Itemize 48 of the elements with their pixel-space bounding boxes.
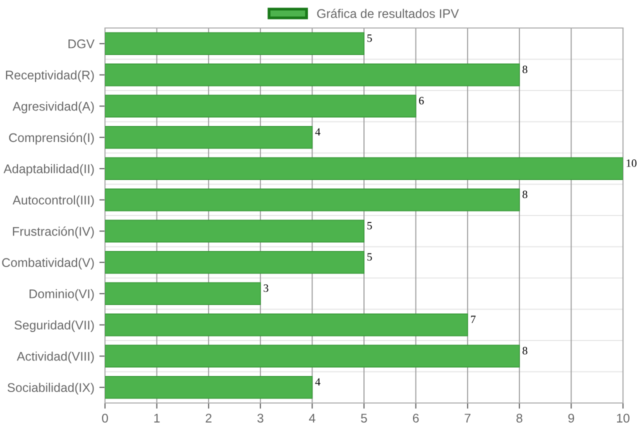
- x-tick-label: 6: [412, 414, 419, 423]
- bar: [105, 376, 313, 399]
- data-label: 5: [367, 222, 372, 230]
- data-label: 10: [626, 159, 636, 167]
- y-tick-label: Seguridad(VII): [14, 320, 94, 332]
- bar: [105, 220, 364, 242]
- x-tick-label: 5: [361, 414, 367, 423]
- y-tick-label: DGV: [68, 39, 95, 48]
- x-tick-label: 4: [309, 414, 316, 422]
- legend-label: Gráfica de resultados IPV: [317, 8, 459, 18]
- data-label: 8: [522, 190, 528, 198]
- data-label: 8: [522, 346, 528, 354]
- data-label: 3: [264, 284, 268, 292]
- bar: [105, 188, 520, 212]
- bar: [105, 344, 520, 368]
- bar: [105, 32, 364, 55]
- data-label: 4: [315, 378, 320, 386]
- x-tick-label: 2: [206, 414, 212, 422]
- y-tick-label: Frustración(IV): [12, 226, 94, 238]
- y-tick-label: Comprensión(I): [9, 132, 94, 145]
- x-tick-label: 9: [568, 414, 574, 423]
- y-tick-label: Agresividad(A): [12, 102, 94, 114]
- x-tick-label: 10: [617, 414, 630, 423]
- data-label: 5: [367, 34, 372, 42]
- bar: [105, 126, 313, 149]
- bar: [105, 282, 261, 305]
- y-tick-label: Actividad(VIII): [16, 352, 94, 364]
- y-tick-label: Adaptabilidad(II): [4, 164, 94, 176]
- x-tick-label: 7: [464, 414, 470, 422]
- x-tick-label: 1: [154, 414, 160, 422]
- y-tick-label: Dominio(VI): [30, 289, 94, 301]
- x-tick-label: 0: [102, 414, 108, 423]
- bar: [105, 314, 468, 336]
- data-label: 8: [522, 66, 528, 74]
- y-tick-label: Autocontrol(III): [12, 195, 94, 207]
- data-label: 4: [315, 128, 320, 136]
- x-tick-label: 3: [257, 414, 264, 423]
- y-tick-label: Receptividad(R): [6, 70, 94, 82]
- bar: [105, 94, 416, 118]
- y-tick-label: Combatividad(V): [2, 258, 94, 270]
- data-label: 6: [419, 96, 424, 104]
- data-label: 7: [471, 316, 476, 324]
- x-tick-label: 8: [516, 414, 522, 423]
- bar: [105, 251, 364, 274]
- y-tick-label: Sociabilidad(IX): [8, 382, 94, 394]
- bar: [105, 157, 623, 180]
- data-label: 5: [367, 253, 372, 261]
- bar: [105, 64, 520, 86]
